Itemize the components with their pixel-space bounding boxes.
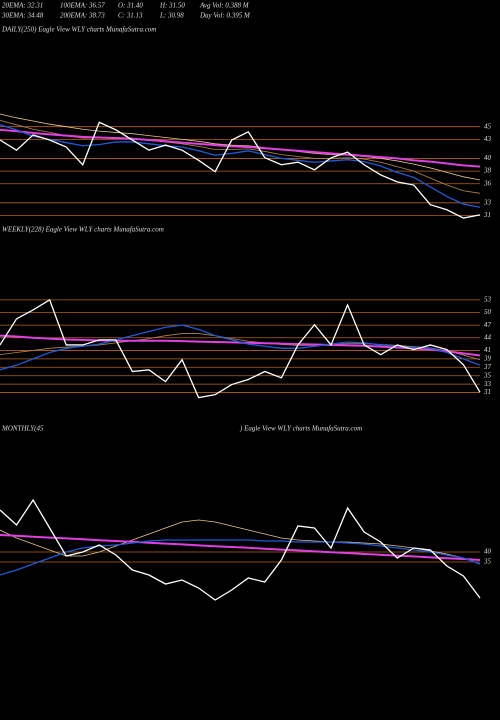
panel-title: MONTHLY(45 — [1, 425, 44, 433]
y-tick-label: 36 — [483, 179, 492, 187]
y-tick-label: 35 — [483, 371, 492, 379]
y-tick-label: 33 — [483, 198, 492, 206]
series-line — [0, 113, 481, 181]
y-tick-label: 44 — [484, 333, 492, 341]
header-text: L: 30.98 — [159, 12, 184, 20]
series-line — [0, 121, 481, 219]
header-text: C: 31.13 — [118, 12, 143, 20]
header-text: Avg Vol: 0.388 M — [199, 2, 250, 10]
series-line — [0, 119, 481, 194]
y-tick-label: 53 — [484, 295, 492, 303]
y-tick-label: 38 — [483, 167, 492, 175]
series-line — [0, 128, 481, 168]
y-tick-label: 39 — [483, 354, 492, 362]
panel-title: WEEKLY(228) Eagle View WLY charts Munafa… — [2, 226, 164, 234]
panel-title: DAILY(250) Eagle View WLY charts MunafaS… — [1, 26, 156, 34]
header-text: 200EMA: 38.73 — [60, 12, 105, 20]
y-tick-label: 45 — [484, 122, 492, 130]
y-tick-label: 31 — [483, 388, 491, 396]
header-text: O: 31.40 — [118, 2, 143, 10]
y-tick-label: 40 — [484, 548, 492, 556]
series-line — [0, 519, 481, 565]
y-tick-label: 40 — [484, 154, 492, 162]
series-line — [0, 498, 481, 601]
panel-subtitle: ) Eagle View WLY charts MunafaSutra.com — [239, 425, 362, 433]
y-tick-label: 37 — [483, 363, 492, 371]
header-text: Day Vol: 0.395 M — [199, 12, 251, 20]
header-text: H: 31.50 — [159, 2, 185, 10]
header-text: 20EMA: 32.31 — [2, 2, 43, 10]
y-tick-label: 33 — [483, 380, 492, 388]
series-line — [0, 124, 481, 208]
y-tick-label: 41 — [484, 346, 491, 354]
y-tick-label: 43 — [484, 135, 492, 143]
y-tick-label: 35 — [483, 558, 492, 566]
series-line — [0, 324, 481, 371]
header-text: 30EMA: 34.48 — [1, 12, 44, 20]
y-tick-label: 47 — [484, 321, 492, 329]
series-line — [0, 539, 481, 576]
series-line — [0, 298, 481, 399]
header-text: 100EMA: 36.57 — [60, 2, 105, 10]
y-tick-label: 31 — [483, 211, 491, 219]
y-tick-label: 50 — [484, 308, 492, 316]
